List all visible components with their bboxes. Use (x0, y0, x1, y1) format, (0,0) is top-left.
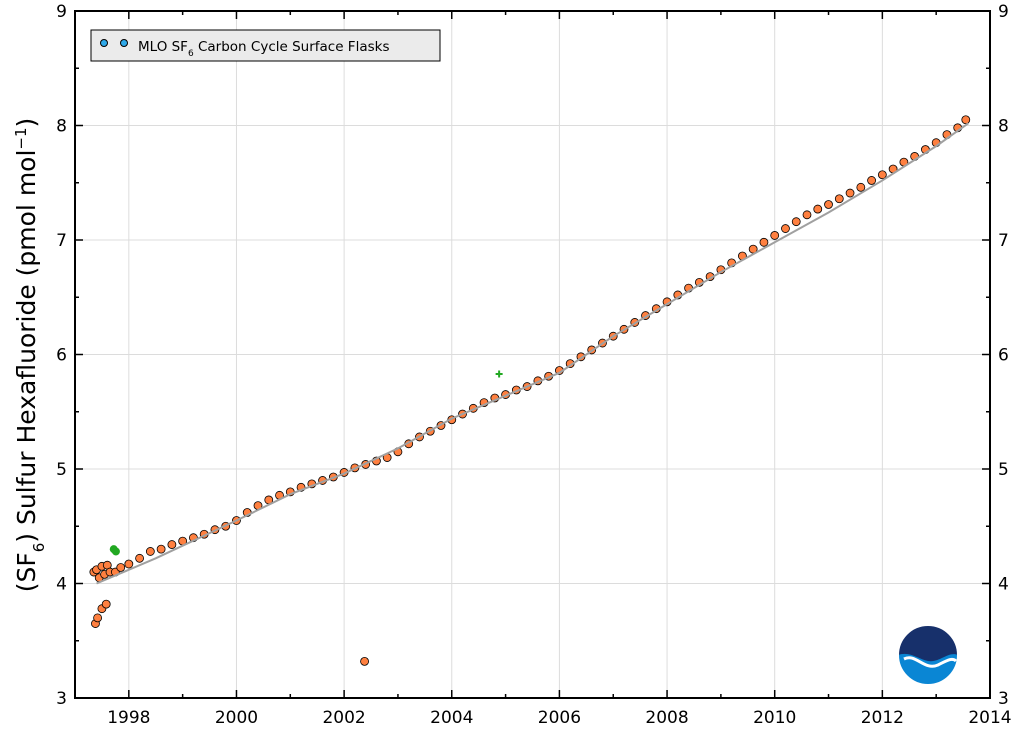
data-point (961, 115, 971, 125)
data-point (360, 656, 369, 666)
data-point (111, 547, 120, 556)
data-point (770, 231, 780, 240)
data-point (145, 547, 155, 556)
data-point (781, 224, 790, 233)
data-point (845, 188, 855, 198)
x-tick-label: 2002 (322, 708, 365, 728)
data-point (802, 210, 812, 220)
data-point (834, 194, 844, 204)
series-layer (89, 115, 971, 666)
y-tick-label: 7 (998, 231, 1009, 251)
data-point (824, 200, 833, 209)
y-tick-label: 3 (998, 689, 1009, 709)
data-point (167, 540, 177, 549)
x-tick-label: 1998 (107, 708, 150, 728)
legend-marker (120, 39, 128, 47)
data-point (116, 563, 126, 572)
data-point (877, 170, 887, 180)
y-tick-label: 4 (56, 575, 67, 595)
data-point (791, 217, 801, 227)
y-tick-label: 6 (56, 346, 67, 366)
x-tick-label: 2000 (215, 708, 258, 728)
trend-line (96, 122, 970, 585)
data-point (156, 544, 166, 554)
legend: MLO SF6 Carbon Cycle Surface Flasks (90, 29, 441, 62)
x-tick-label: 2004 (430, 708, 473, 728)
y-tick-label: 5 (998, 460, 1009, 480)
data-point (124, 559, 134, 569)
y-tick-label: 9 (56, 2, 67, 22)
legend-box (90, 29, 441, 62)
x-tick-label: 2006 (538, 708, 581, 728)
y-tick-label: 8 (56, 117, 67, 137)
data-point (813, 204, 823, 214)
y-tick-label: 7 (56, 231, 67, 251)
data-point (135, 553, 144, 563)
x-tick-label: 2012 (861, 708, 904, 728)
data-point (93, 613, 103, 623)
x-tick-label: 2008 (645, 708, 688, 728)
y-tick-label: 6 (998, 346, 1009, 366)
y-tick-label: 4 (998, 575, 1009, 595)
grid (75, 10, 991, 699)
y-axis-label: (SF6) Sulfur Hexafluoride (pmol mol−1) (12, 118, 48, 593)
x-tick-label: 2014 (968, 708, 1011, 728)
data-point (495, 370, 503, 378)
legend-marker (100, 39, 108, 47)
legend-entry: MLO SF6 Carbon Cycle Surface Flasks (138, 39, 389, 59)
y-tick-label: 9 (998, 2, 1009, 22)
data-point (856, 182, 866, 192)
y-tick-label: 5 (56, 460, 67, 480)
data-point (101, 599, 111, 609)
x-tick-label: 2010 (753, 708, 796, 728)
data-point (867, 176, 876, 185)
y-tick-label: 8 (998, 117, 1009, 137)
y-tick-label: 3 (56, 689, 67, 709)
data-point (759, 237, 769, 247)
noaa-logo (897, 624, 959, 686)
